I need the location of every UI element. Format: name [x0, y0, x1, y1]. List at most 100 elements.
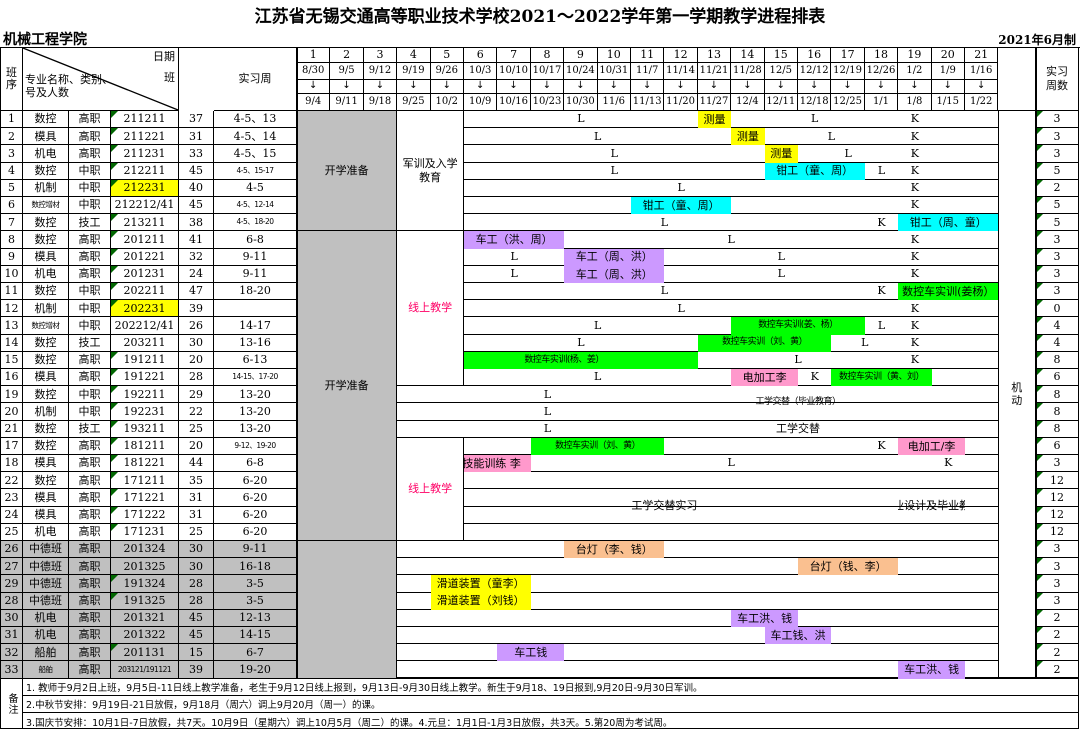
made-date: 2021年6月制 [998, 33, 1076, 47]
comment-marker-icon [111, 420, 118, 428]
row-seq-11: 11 [1, 283, 23, 301]
week-start-13: 11/21 [697, 63, 732, 80]
row-weeks-3: 3 [1036, 145, 1078, 163]
row-classno-30: 201321 [111, 609, 179, 627]
schedule-cell-r18-c5: L [430, 421, 665, 438]
cell-text: 2 [1053, 662, 1061, 676]
block-prep-bottom: 开学准备 [297, 231, 398, 541]
cell-text: 2 [1053, 181, 1061, 195]
week-arrow-18: ↓ [864, 80, 899, 94]
cell-text: 8 [1053, 404, 1061, 418]
cell-text: 4-5 [246, 181, 264, 195]
week-number-12: 12 [664, 48, 698, 63]
row-separator [297, 419, 999, 421]
row-major-16: 模具 [23, 369, 69, 387]
row-weeks-5: 2 [1036, 179, 1078, 197]
comment-marker-icon [1036, 231, 1043, 239]
week-end-10: 11/6 [597, 94, 631, 111]
row-seq-18: 18 [1, 455, 23, 473]
row-seq-26: 26 [1, 541, 23, 559]
cell-text: 3 [1053, 146, 1061, 160]
cell-text: 中职 [78, 284, 101, 298]
cell-text: 13 [706, 48, 721, 62]
row-count-11: 47 [179, 283, 214, 301]
cell-text: 3 [1053, 129, 1061, 143]
row-major-10: 机电 [23, 265, 69, 283]
header-class-label: 班 [164, 71, 175, 84]
row-weeks-18: 3 [1036, 455, 1078, 473]
row-classno-9: 201221 [111, 248, 179, 266]
row-classno-33: 203121/191121 [111, 661, 179, 679]
comment-marker-icon [1036, 575, 1043, 583]
cell-text: 高职 [78, 112, 101, 126]
row-classno-32: 201131 [111, 644, 179, 662]
row-type-17: 高职 [69, 437, 111, 455]
row-classno-14: 203211 [111, 334, 179, 352]
schedule-cell-r7-c9: L [564, 231, 899, 249]
cell-text: K [910, 112, 919, 126]
row-weeks-12: 0 [1036, 300, 1078, 318]
week-end-20: 1/15 [931, 94, 965, 111]
cell-text: 中职 [78, 181, 101, 195]
cell-text: 工学交替 [775, 421, 820, 435]
cell-text: 3 [1053, 456, 1061, 470]
row-practice-23: 6-20 [214, 489, 297, 507]
row-type-27: 高职 [69, 558, 111, 576]
schedule-cell-r25-c5 [430, 541, 565, 559]
cell-text: 3 [1053, 112, 1061, 126]
cell-text: 中德班 [29, 576, 62, 590]
row-count-29: 28 [179, 575, 214, 593]
row-count-6: 45 [179, 197, 214, 215]
week-start-21: 1/16 [965, 63, 999, 80]
cell-text: K [877, 284, 886, 298]
cell-text: 数控增材 [31, 320, 61, 330]
row-major-21: 数控 [23, 420, 69, 438]
cell-text: 机制 [34, 181, 57, 195]
cell-text: 201321 [123, 611, 166, 625]
cell-text: 12 [1050, 507, 1064, 521]
row-seq-33: 33 [1, 661, 23, 679]
schedule-cell-r0-c6: L [464, 111, 698, 129]
row-type-15: 高职 [69, 351, 111, 369]
cell-text: ↓ [810, 80, 819, 92]
row-practice-25: 6-20 [214, 523, 297, 541]
comment-marker-icon [1036, 145, 1043, 153]
cell-text: 12/12 [799, 64, 829, 76]
row-count-24: 31 [179, 506, 214, 524]
comment-marker-icon [1036, 248, 1043, 256]
cell-text: 13-16 [239, 335, 271, 349]
row-major-22: 数控 [23, 472, 69, 490]
cell-text: 8 [8, 232, 15, 246]
cell-text: 6-8 [246, 456, 264, 470]
cell-text: 193211 [123, 421, 166, 435]
cell-text: 3 [1053, 542, 1061, 556]
row-separator [297, 591, 999, 593]
cell-text: 25 [189, 421, 203, 435]
cell-text: 24 [189, 267, 203, 281]
week-arrow-6: ↓ [464, 80, 498, 94]
cell-text: 数控车实训（黄、刘） [838, 371, 925, 382]
row-seq-28: 28 [1, 592, 23, 610]
title-underline [0, 30, 1080, 48]
week-end-13: 11/27 [697, 94, 732, 111]
row-type-2: 高职 [69, 128, 111, 146]
schedule-cell-r19-c18: K [864, 438, 899, 455]
header-seq: 班 序 [1, 48, 23, 111]
cell-text: 机电 [34, 611, 57, 625]
row-major-31: 机电 [23, 627, 69, 645]
row-weeks-16: 6 [1036, 369, 1078, 387]
schedule-cell-r25-c12 [664, 541, 965, 559]
cell-text: 12 [673, 48, 688, 62]
cell-text: 台灯（钱、李） [809, 560, 887, 573]
schedule-cell-r10-c19: 数控车实训(姜杨） [898, 283, 999, 301]
cell-text: 数控车实训（刘、黄） [555, 440, 641, 451]
week-number-6: 6 [464, 48, 498, 63]
cell-text: 41 [189, 232, 203, 246]
cell-text: 9/18 [368, 95, 392, 107]
cell-text: 滑道装置（刘钱） [436, 594, 525, 608]
row-seq-13: 13 [1, 317, 23, 335]
week-number-16: 16 [798, 48, 832, 63]
comment-marker-icon [111, 162, 118, 170]
cell-text: 8 [543, 48, 551, 62]
cell-text: 3 [1053, 559, 1061, 573]
